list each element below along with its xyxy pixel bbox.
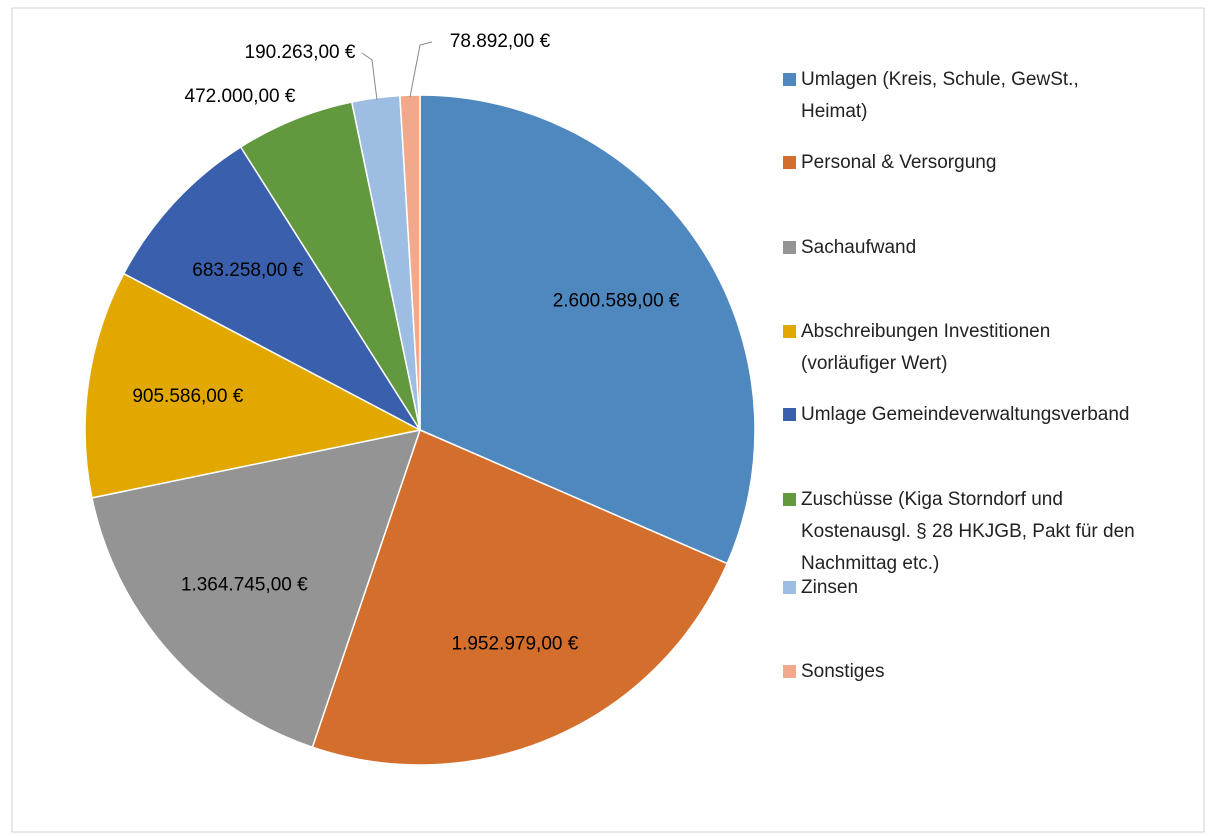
legend-label: Umlagen (Kreis, Schule, GewSt., Heimat) [801,69,1079,122]
legend-label: Sonstiges [801,661,885,682]
data-label: 905.586,00 € [132,386,243,407]
legend-label: Personal & Versorgung [801,152,997,173]
legend-swatch [783,493,796,506]
data-label: 1.952.979,00 € [452,633,579,654]
legend-item: Abschreibungen Investitionen (vorläufige… [783,316,1143,380]
legend-label: Zinsen [801,577,859,598]
pie-slice [122,145,423,432]
legend-swatch [783,665,796,678]
legend-label: Zuschüsse (Kiga Storndorf und Kostenausg… [801,489,1135,574]
legend-label: Sachaufwand [801,237,917,258]
legend-swatch [783,581,796,594]
legend-item: Umlage Gemeindeverwaltungsverband [783,399,1143,431]
pie-slice [91,428,422,749]
legend-swatch [783,408,796,421]
data-label: 78.892,00 € [450,31,551,52]
data-label: 2.600.589,00 € [553,290,680,311]
data-label: 1.364.745,00 € [181,574,308,595]
legend-item: Zuschüsse (Kiga Storndorf und Kostenausg… [783,484,1143,580]
leader-line [409,41,433,98]
legend-item: Personal & Versorgung [783,147,1143,179]
legend-swatch [783,73,796,86]
legend-swatch [783,156,796,169]
data-label: 683.258,00 € [192,260,303,281]
pie-slice [311,428,729,766]
data-label: 472.000,00 € [185,86,296,107]
pie-slice [419,94,756,565]
leader-line [361,52,378,101]
legend-item: Sachaufwand [783,232,1143,264]
legend-label: Umlage Gemeindeverwaltungsverband [801,404,1130,425]
legend-item: Zinsen [783,572,1143,604]
legend-swatch [783,241,796,254]
pie-slice [84,272,423,499]
legend-item: Sonstiges [783,656,1143,688]
data-label: 190.263,00 € [245,42,356,63]
legend-swatch [783,325,796,338]
legend-label: Abschreibungen Investitionen (vorläufige… [801,321,1051,374]
legend-item: Umlagen (Kreis, Schule, GewSt., Heimat) [783,64,1143,128]
